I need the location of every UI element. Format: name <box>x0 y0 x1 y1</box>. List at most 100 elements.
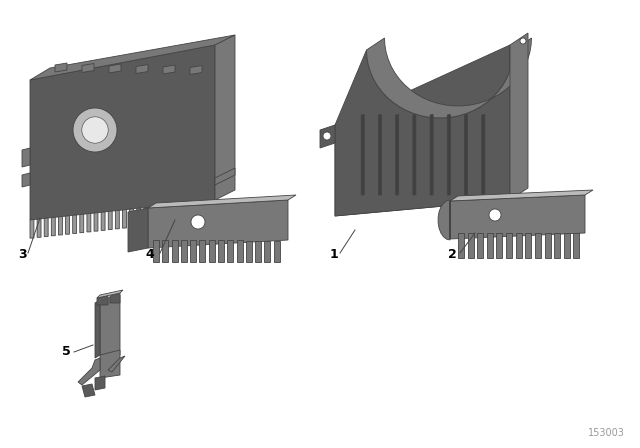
Polygon shape <box>97 290 123 298</box>
Polygon shape <box>255 241 261 262</box>
Polygon shape <box>172 240 177 262</box>
Polygon shape <box>482 115 484 195</box>
Polygon shape <box>430 115 433 195</box>
Polygon shape <box>181 240 187 262</box>
Circle shape <box>191 215 205 229</box>
Polygon shape <box>218 240 224 262</box>
Polygon shape <box>335 45 510 216</box>
Polygon shape <box>87 213 91 232</box>
Polygon shape <box>22 148 30 167</box>
Polygon shape <box>186 202 191 221</box>
Polygon shape <box>115 211 119 229</box>
Polygon shape <box>97 295 108 305</box>
Polygon shape <box>100 295 120 355</box>
Polygon shape <box>274 241 280 262</box>
Polygon shape <box>153 240 159 262</box>
Polygon shape <box>137 208 141 227</box>
Polygon shape <box>37 219 41 237</box>
Polygon shape <box>335 45 513 216</box>
Polygon shape <box>22 173 30 187</box>
Polygon shape <box>506 233 512 258</box>
Polygon shape <box>30 45 215 220</box>
Text: 2: 2 <box>448 248 457 261</box>
Text: 1: 1 <box>330 248 339 261</box>
Text: 5: 5 <box>62 345 71 358</box>
Polygon shape <box>158 206 162 224</box>
Polygon shape <box>144 207 148 226</box>
Polygon shape <box>264 241 271 262</box>
Polygon shape <box>100 350 120 378</box>
Polygon shape <box>190 65 202 74</box>
Polygon shape <box>179 203 183 222</box>
Polygon shape <box>165 205 169 224</box>
Polygon shape <box>194 202 198 220</box>
Polygon shape <box>497 233 502 258</box>
Polygon shape <box>209 240 214 262</box>
Polygon shape <box>130 209 134 227</box>
Polygon shape <box>78 358 100 385</box>
Polygon shape <box>227 241 234 262</box>
Polygon shape <box>246 241 252 262</box>
Polygon shape <box>447 115 451 195</box>
Polygon shape <box>396 115 399 195</box>
Polygon shape <box>477 233 483 258</box>
Polygon shape <box>438 200 450 240</box>
Polygon shape <box>564 233 570 258</box>
Polygon shape <box>510 33 528 200</box>
Polygon shape <box>58 216 62 235</box>
Polygon shape <box>109 64 121 73</box>
Polygon shape <box>215 168 235 185</box>
Text: 3: 3 <box>18 248 27 261</box>
Polygon shape <box>110 293 120 303</box>
Text: 4: 4 <box>145 248 154 261</box>
Circle shape <box>73 108 117 152</box>
Polygon shape <box>378 115 381 195</box>
Polygon shape <box>545 233 550 258</box>
Polygon shape <box>525 233 531 258</box>
Circle shape <box>82 117 108 143</box>
Polygon shape <box>163 65 175 74</box>
Polygon shape <box>65 216 70 234</box>
Polygon shape <box>122 210 127 228</box>
Polygon shape <box>82 384 95 397</box>
Polygon shape <box>200 240 205 262</box>
Polygon shape <box>413 115 416 195</box>
Polygon shape <box>51 217 55 236</box>
Polygon shape <box>30 220 34 238</box>
Polygon shape <box>237 241 243 262</box>
Polygon shape <box>95 376 105 390</box>
Polygon shape <box>108 356 125 372</box>
Polygon shape <box>215 35 235 200</box>
Polygon shape <box>94 213 98 231</box>
Polygon shape <box>44 218 48 237</box>
Polygon shape <box>80 214 84 233</box>
Polygon shape <box>573 233 579 258</box>
Polygon shape <box>148 200 288 248</box>
Polygon shape <box>468 233 474 258</box>
Polygon shape <box>361 115 364 195</box>
Polygon shape <box>450 190 593 201</box>
Polygon shape <box>367 38 531 118</box>
Circle shape <box>323 132 331 140</box>
Polygon shape <box>516 233 522 258</box>
Polygon shape <box>55 63 67 72</box>
Text: 153003: 153003 <box>588 428 625 438</box>
Polygon shape <box>82 64 94 73</box>
Polygon shape <box>128 208 148 252</box>
Polygon shape <box>465 115 468 195</box>
Polygon shape <box>554 233 560 258</box>
Polygon shape <box>172 204 176 223</box>
Polygon shape <box>535 233 541 258</box>
Polygon shape <box>487 233 493 258</box>
Polygon shape <box>73 215 77 233</box>
Polygon shape <box>101 212 105 230</box>
Polygon shape <box>163 240 168 262</box>
Polygon shape <box>95 300 100 358</box>
Polygon shape <box>190 240 196 262</box>
Polygon shape <box>151 207 155 225</box>
Circle shape <box>489 209 501 221</box>
Polygon shape <box>201 201 205 220</box>
Polygon shape <box>450 195 585 239</box>
Polygon shape <box>458 233 464 258</box>
Polygon shape <box>148 195 296 208</box>
